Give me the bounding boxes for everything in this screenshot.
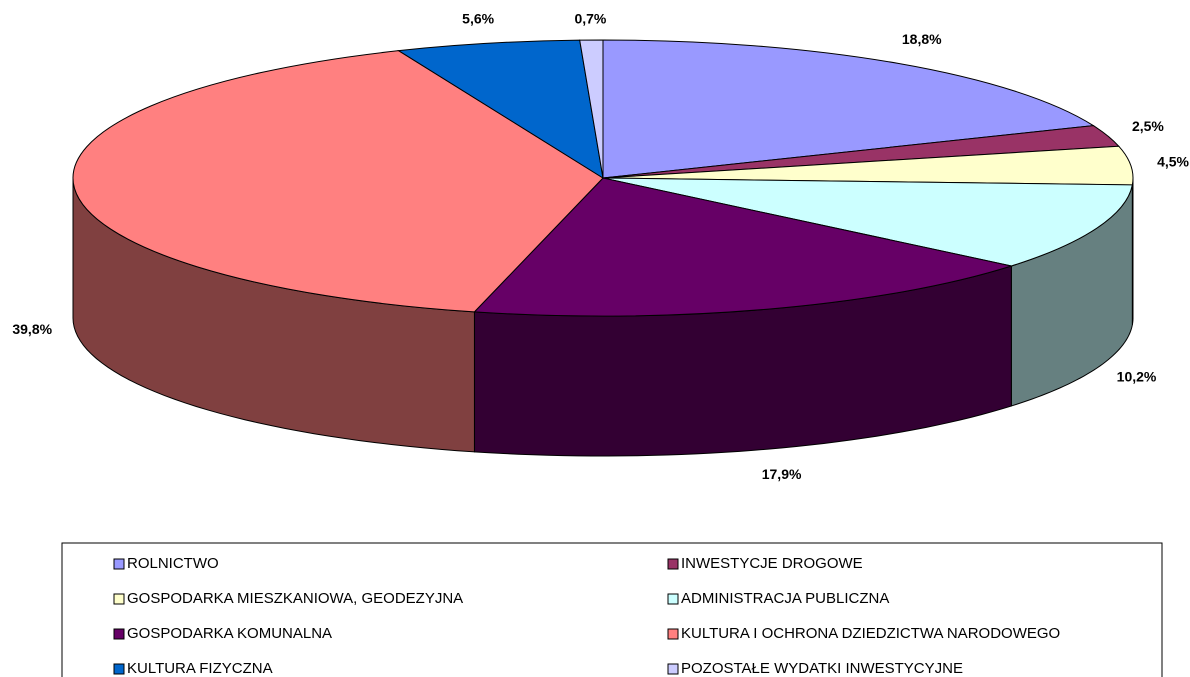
value-label: 4,5% (1157, 154, 1189, 170)
legend-swatch (113, 593, 125, 605)
value-label: 39,8% (12, 321, 52, 337)
value-label: 10,2% (1117, 369, 1157, 385)
legend-label: ROLNICTWO (127, 555, 219, 572)
value-label: 5,6% (462, 11, 494, 27)
value-label: 18,8% (902, 31, 942, 47)
legend-swatch (113, 558, 125, 570)
legend-swatch (113, 663, 125, 675)
legend-box (61, 542, 1163, 677)
legend-label: KULTURA I OCHRONA DZIEDZICTWA NARODOWEGO (681, 625, 1060, 642)
value-label: 17,9% (762, 466, 802, 482)
pie-slice (397, 39, 604, 180)
legend-swatch (667, 663, 679, 675)
pie-slice (602, 177, 1133, 267)
legend-label: KULTURA FIZYCZNA (127, 660, 273, 677)
legend-label: GOSPODARKA MIESZKANIOWA, GEODEZYJNA (127, 590, 463, 607)
value-label: 2,5% (1132, 118, 1164, 134)
pie-slice (579, 39, 604, 179)
legend-swatch (667, 628, 679, 640)
legend-swatch (667, 558, 679, 570)
pie-slice (473, 177, 1014, 317)
legend-label: GOSPODARKA KOMUNALNA (127, 625, 332, 642)
pie-slice (602, 39, 1095, 179)
legend-label: INWESTYCJE DROGOWE (681, 555, 863, 572)
legend-label: POZOSTAŁE WYDATKI INWESTYCYJNE (681, 660, 963, 677)
legend-swatch (667, 593, 679, 605)
pie-slice (72, 50, 604, 313)
legend-swatch (113, 628, 125, 640)
legend-label: ADMINISTRACJA PUBLICZNA (681, 590, 889, 607)
value-label: 0,7% (574, 11, 606, 27)
